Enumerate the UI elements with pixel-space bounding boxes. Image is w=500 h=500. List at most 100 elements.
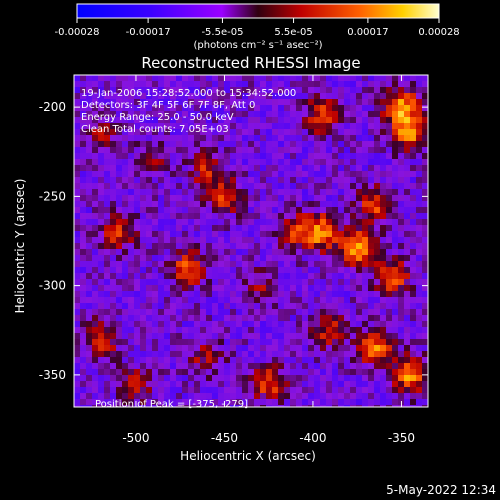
heatmap-cell	[350, 297, 357, 304]
heatmap-cell	[164, 165, 171, 172]
heatmap-cell	[140, 291, 147, 298]
heatmap-cell	[152, 375, 159, 382]
heatmap-cell	[176, 279, 183, 286]
heatmap-cell	[296, 105, 303, 112]
heatmap-cell	[80, 93, 87, 100]
heatmap-cell	[80, 117, 87, 124]
heatmap-cell	[236, 333, 243, 340]
heatmap-cell	[338, 267, 345, 274]
heatmap-cell	[404, 375, 411, 382]
heatmap-cell	[416, 249, 423, 256]
heatmap-cell	[128, 285, 135, 292]
heatmap-cell	[224, 153, 231, 160]
heatmap-cell	[416, 351, 423, 358]
heatmap-cell	[380, 159, 387, 166]
heatmap-cell	[140, 201, 147, 208]
heatmap-cell	[284, 105, 291, 112]
heatmap-cell	[146, 393, 153, 400]
heatmap-cell	[260, 237, 267, 244]
heatmap-cell	[212, 183, 219, 190]
heatmap-cell	[122, 81, 129, 88]
heatmap-cell	[80, 315, 87, 322]
heatmap-image	[74, 75, 428, 407]
heatmap-cell	[410, 141, 417, 148]
heatmap-cell	[170, 237, 177, 244]
heatmap-cell	[140, 129, 147, 136]
heatmap-cell	[224, 201, 231, 208]
heatmap-cell	[212, 135, 219, 142]
heatmap-cell	[134, 321, 141, 328]
heatmap-cell	[212, 117, 219, 124]
heatmap-cell	[338, 405, 345, 407]
heatmap-cell	[344, 141, 351, 148]
heatmap-cell	[416, 231, 423, 238]
heatmap-cell	[98, 327, 105, 334]
heatmap-cell	[158, 213, 165, 220]
heatmap-cell	[422, 111, 428, 118]
heatmap-cell	[356, 327, 363, 334]
heatmap-cell	[320, 291, 327, 298]
heatmap-cell	[338, 309, 345, 316]
heatmap-cell	[194, 201, 201, 208]
heatmap-cell	[116, 75, 123, 82]
heatmap-cell	[362, 159, 369, 166]
heatmap-cell	[122, 195, 129, 202]
heatmap-cell	[122, 153, 129, 160]
heatmap-cell	[296, 195, 303, 202]
heatmap-cell	[338, 339, 345, 346]
heatmap-cell	[224, 237, 231, 244]
heatmap-cell	[266, 111, 273, 118]
heatmap-cell	[218, 201, 225, 208]
heatmap-cell	[200, 315, 207, 322]
heatmap-cell	[308, 237, 315, 244]
heatmap-cell	[224, 255, 231, 262]
heatmap-cell	[92, 405, 99, 407]
heatmap-cell	[284, 243, 291, 250]
heatmap-cell	[212, 177, 219, 184]
heatmap-cell	[158, 147, 165, 154]
heatmap-cell	[254, 381, 261, 388]
heatmap-cell	[386, 285, 393, 292]
heatmap-cell	[104, 195, 111, 202]
heatmap-cell	[362, 363, 369, 370]
heatmap-cell	[344, 123, 351, 130]
heatmap-cell	[404, 159, 411, 166]
heatmap-cell	[92, 273, 99, 280]
heatmap-cell	[386, 297, 393, 304]
heatmap-cell	[164, 297, 171, 304]
heatmap-cell	[398, 183, 405, 190]
heatmap-cell	[326, 159, 333, 166]
heatmap-cell	[422, 105, 428, 112]
heatmap-cell	[74, 93, 81, 100]
heatmap-cell	[350, 189, 357, 196]
heatmap-cell	[134, 249, 141, 256]
heatmap-cell	[164, 291, 171, 298]
heatmap-cell	[230, 387, 237, 394]
heatmap-cell	[404, 285, 411, 292]
heatmap-cell	[176, 375, 183, 382]
heatmap-cell	[302, 315, 309, 322]
heatmap-cell	[290, 339, 297, 346]
heatmap-cell	[284, 279, 291, 286]
heatmap-cell	[212, 243, 219, 250]
heatmap-cell	[236, 405, 243, 407]
heatmap-cell	[188, 93, 195, 100]
heatmap-cell	[200, 297, 207, 304]
heatmap-cell	[302, 339, 309, 346]
heatmap-cell	[368, 375, 375, 382]
heatmap-cell	[92, 237, 99, 244]
heatmap-cell	[110, 117, 117, 124]
heatmap-cell	[422, 267, 428, 274]
heatmap-cell	[206, 363, 213, 370]
heatmap-cell	[338, 153, 345, 160]
heatmap-cell	[350, 339, 357, 346]
heatmap-cell	[188, 159, 195, 166]
heatmap-cell	[296, 297, 303, 304]
heatmap-cell	[206, 219, 213, 226]
heatmap-cell	[146, 363, 153, 370]
heatmap-cell	[194, 303, 201, 310]
heatmap-cell	[254, 333, 261, 340]
heatmap-cell	[266, 105, 273, 112]
heatmap-cell	[110, 357, 117, 364]
heatmap-cell	[416, 327, 423, 334]
